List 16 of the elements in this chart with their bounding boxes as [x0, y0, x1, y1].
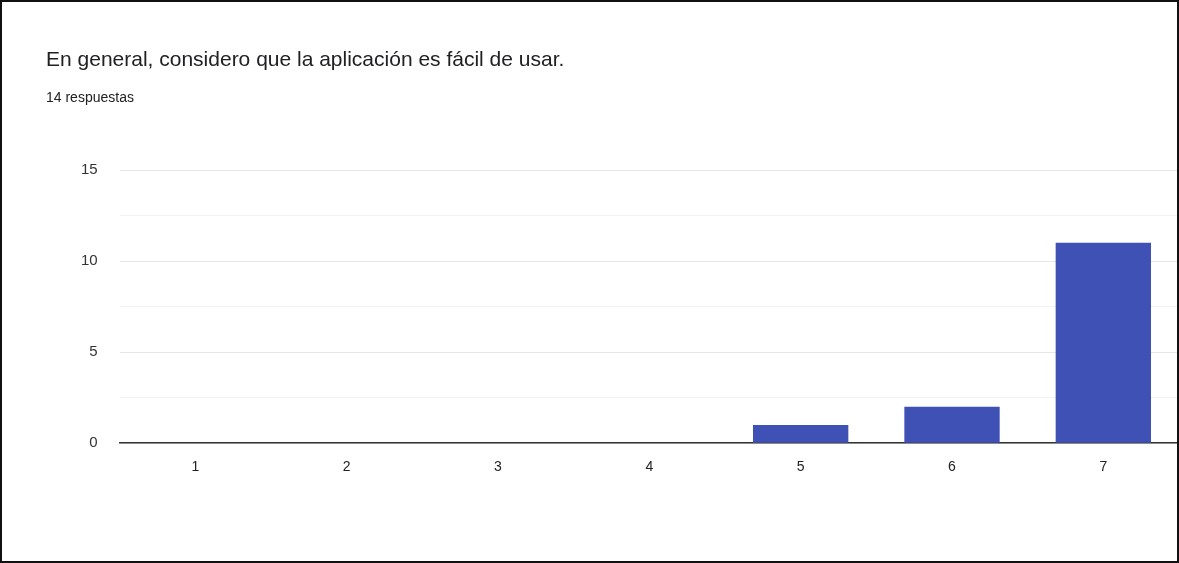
chart-subtitle: 14 respuestas: [46, 89, 134, 105]
y-tick-label: 15: [81, 160, 98, 178]
y-tick-label: 10: [81, 251, 98, 269]
x-tick-label: 1: [191, 458, 200, 475]
x-tick-label: 5: [796, 458, 805, 475]
bar: [1055, 242, 1151, 443]
x-tick-label: 6: [948, 458, 957, 475]
x-tick-label: 2: [342, 458, 351, 475]
x-tick-label: 3: [494, 458, 503, 475]
x-tick-label: 7: [1099, 458, 1108, 475]
x-tick-label: 4: [645, 458, 654, 475]
y-tick-label: 0: [89, 433, 98, 451]
chart-title: En general, considero que la aplicación es fácil de usar.: [46, 47, 565, 71]
y-tick-label: 5: [89, 342, 98, 360]
bar: [904, 406, 1000, 443]
bar: [753, 424, 849, 443]
